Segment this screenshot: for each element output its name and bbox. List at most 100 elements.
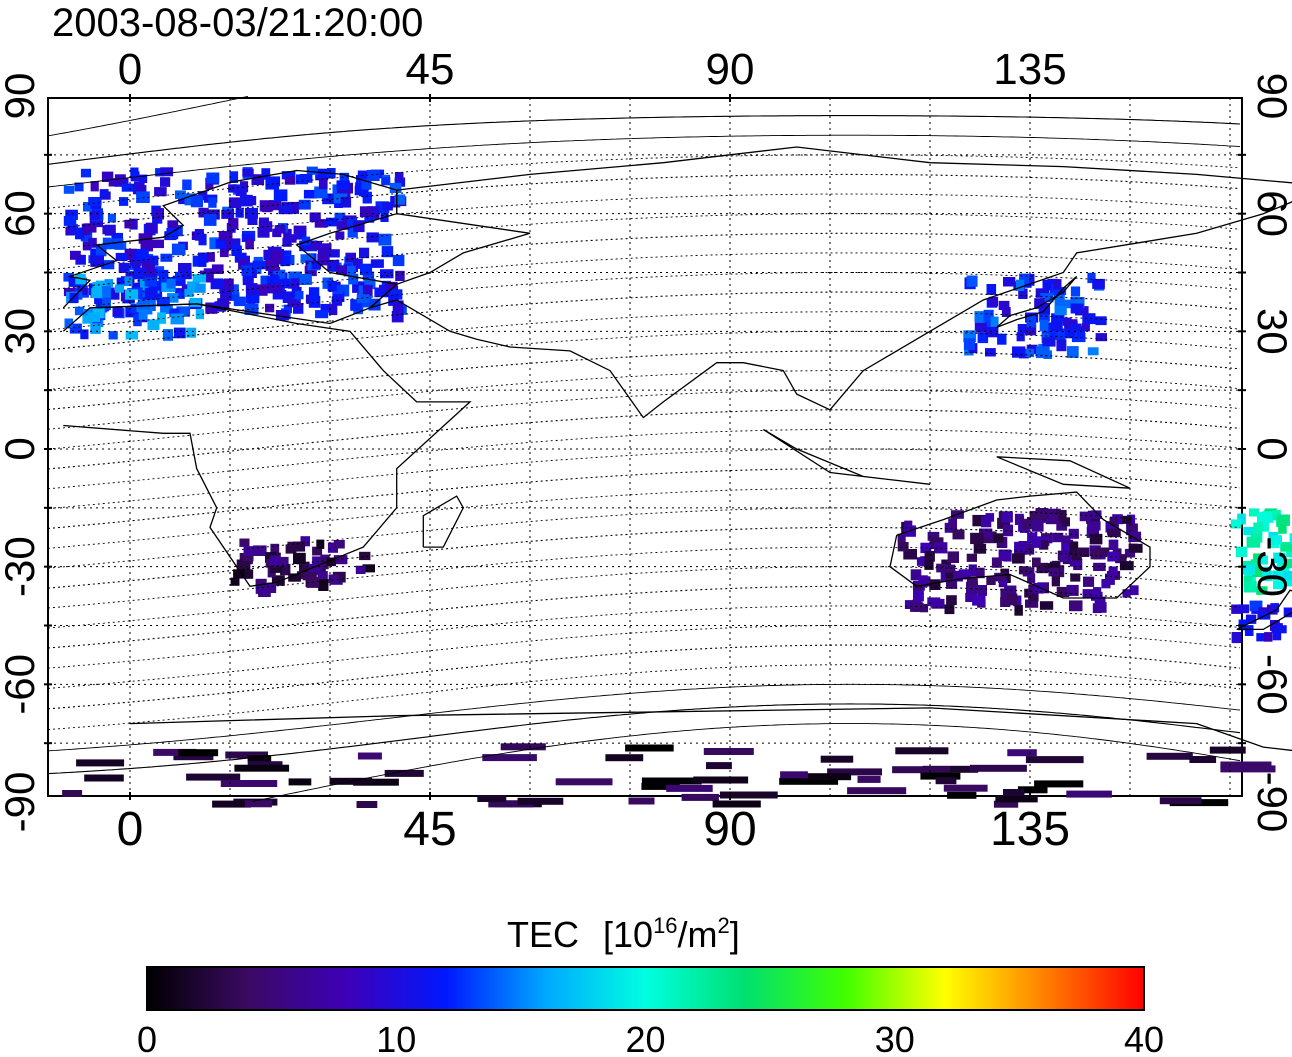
right-lat-label: -60 <box>1249 654 1292 715</box>
tec-patch <box>270 555 281 566</box>
tec-patch <box>361 179 372 190</box>
coastline <box>62 303 472 588</box>
maglat-contour <box>47 193 1241 250</box>
coastline <box>889 491 1151 599</box>
tec-patch <box>941 559 952 568</box>
tec-patch <box>265 259 280 271</box>
tec-patch <box>947 791 977 799</box>
tec-patch <box>353 220 365 233</box>
tec-patch <box>138 233 153 244</box>
tec-patch <box>140 239 153 252</box>
tec-patch <box>156 296 170 307</box>
tec-patch <box>1092 278 1105 289</box>
tec-patch <box>1018 288 1028 299</box>
tec-patch <box>239 194 253 207</box>
maglat-contour <box>47 370 1241 430</box>
tec-patch <box>268 200 282 211</box>
tec-patch <box>1062 317 1072 326</box>
tec-patch <box>136 191 150 203</box>
tec-patch <box>983 309 994 322</box>
tec-patch <box>820 755 854 763</box>
tec-patch <box>847 787 907 795</box>
tec-patch <box>641 777 702 785</box>
tec-patch <box>355 182 364 194</box>
tec-patch <box>1230 519 1242 529</box>
tec-patch <box>136 185 147 196</box>
tec-patch <box>1061 535 1071 545</box>
frame-ticks <box>44 94 1246 800</box>
tec-patch <box>243 546 254 556</box>
tec-patch <box>976 567 985 579</box>
tec-patch <box>340 196 352 208</box>
tec-patch <box>1015 279 1025 291</box>
tec-patch <box>895 747 949 755</box>
tec-patch <box>1066 346 1079 358</box>
colorbar: TEC [1016/m2] 0 10 20 30 40 <box>137 913 1164 1057</box>
tec-patch <box>288 234 297 243</box>
tec-patch <box>187 281 200 293</box>
tec-patch <box>238 258 247 270</box>
tec-patch <box>706 762 732 770</box>
tec-patch <box>827 768 882 776</box>
tec-patch <box>1231 632 1242 644</box>
tec-patch <box>920 772 961 780</box>
tec-patch <box>1257 610 1271 620</box>
colorbar-tick-label: 10 <box>376 1019 416 1057</box>
tec-patch <box>1289 533 1292 544</box>
tec-patch <box>1126 523 1138 536</box>
tec-patch <box>1001 511 1013 523</box>
tec-patch <box>336 265 347 275</box>
tec-patch <box>1003 277 1016 287</box>
maglat-contour <box>47 291 1241 351</box>
tec-patch <box>378 233 392 246</box>
tec-patch <box>116 277 130 286</box>
tec-patch <box>80 329 89 340</box>
tec-patch <box>1248 508 1260 517</box>
tec-patch <box>970 532 984 545</box>
tec-patch <box>281 278 291 289</box>
tec-patch <box>1243 581 1257 593</box>
tec-patch <box>89 216 103 228</box>
tec-patch <box>82 315 93 324</box>
tec-patch <box>90 181 99 192</box>
tec-patch <box>952 529 965 540</box>
tec-patch <box>381 246 394 258</box>
tec-patch <box>973 543 987 554</box>
tec-patch <box>1039 539 1049 550</box>
right-lat-label: 60 <box>1249 190 1292 237</box>
tec-patch <box>1189 756 1217 763</box>
maglat-contour <box>47 703 1241 775</box>
tec-patch <box>1071 549 1082 561</box>
tec-patch <box>195 309 204 320</box>
tec-patch <box>160 253 173 262</box>
tec-patch <box>306 166 318 175</box>
tec-patch <box>997 517 1011 529</box>
tec-patch <box>317 243 332 255</box>
tec-patch <box>130 303 141 313</box>
tec-patch <box>208 197 217 208</box>
tec-patch <box>336 221 350 230</box>
tec-patch <box>220 288 232 300</box>
tec-patch <box>74 306 85 316</box>
maglat-contour <box>47 154 1241 209</box>
top-lon-label: 45 <box>406 45 455 94</box>
tec-patch <box>1235 546 1248 558</box>
maglat-contour <box>47 664 1241 730</box>
tec-patch <box>247 755 272 763</box>
right-latitude-axis: 90 60 30 0 -30 -60 -90 <box>1249 73 1292 833</box>
tec-patch <box>166 228 179 240</box>
tec-patch <box>229 238 241 250</box>
maglat-contour <box>47 350 1241 410</box>
maglat-contour <box>47 428 1241 490</box>
tec-patch <box>295 290 304 300</box>
tec-patch <box>1036 562 1048 574</box>
tec-patch <box>298 199 311 210</box>
coastline <box>762 428 931 485</box>
tec-patch <box>967 576 978 586</box>
bottom-lon-label: 0 <box>117 803 144 856</box>
tec-patch <box>924 550 935 562</box>
tec-patch <box>1264 632 1273 642</box>
tec-patch <box>1042 337 1056 347</box>
tec-patch <box>69 292 79 303</box>
tec-patch <box>944 604 955 615</box>
